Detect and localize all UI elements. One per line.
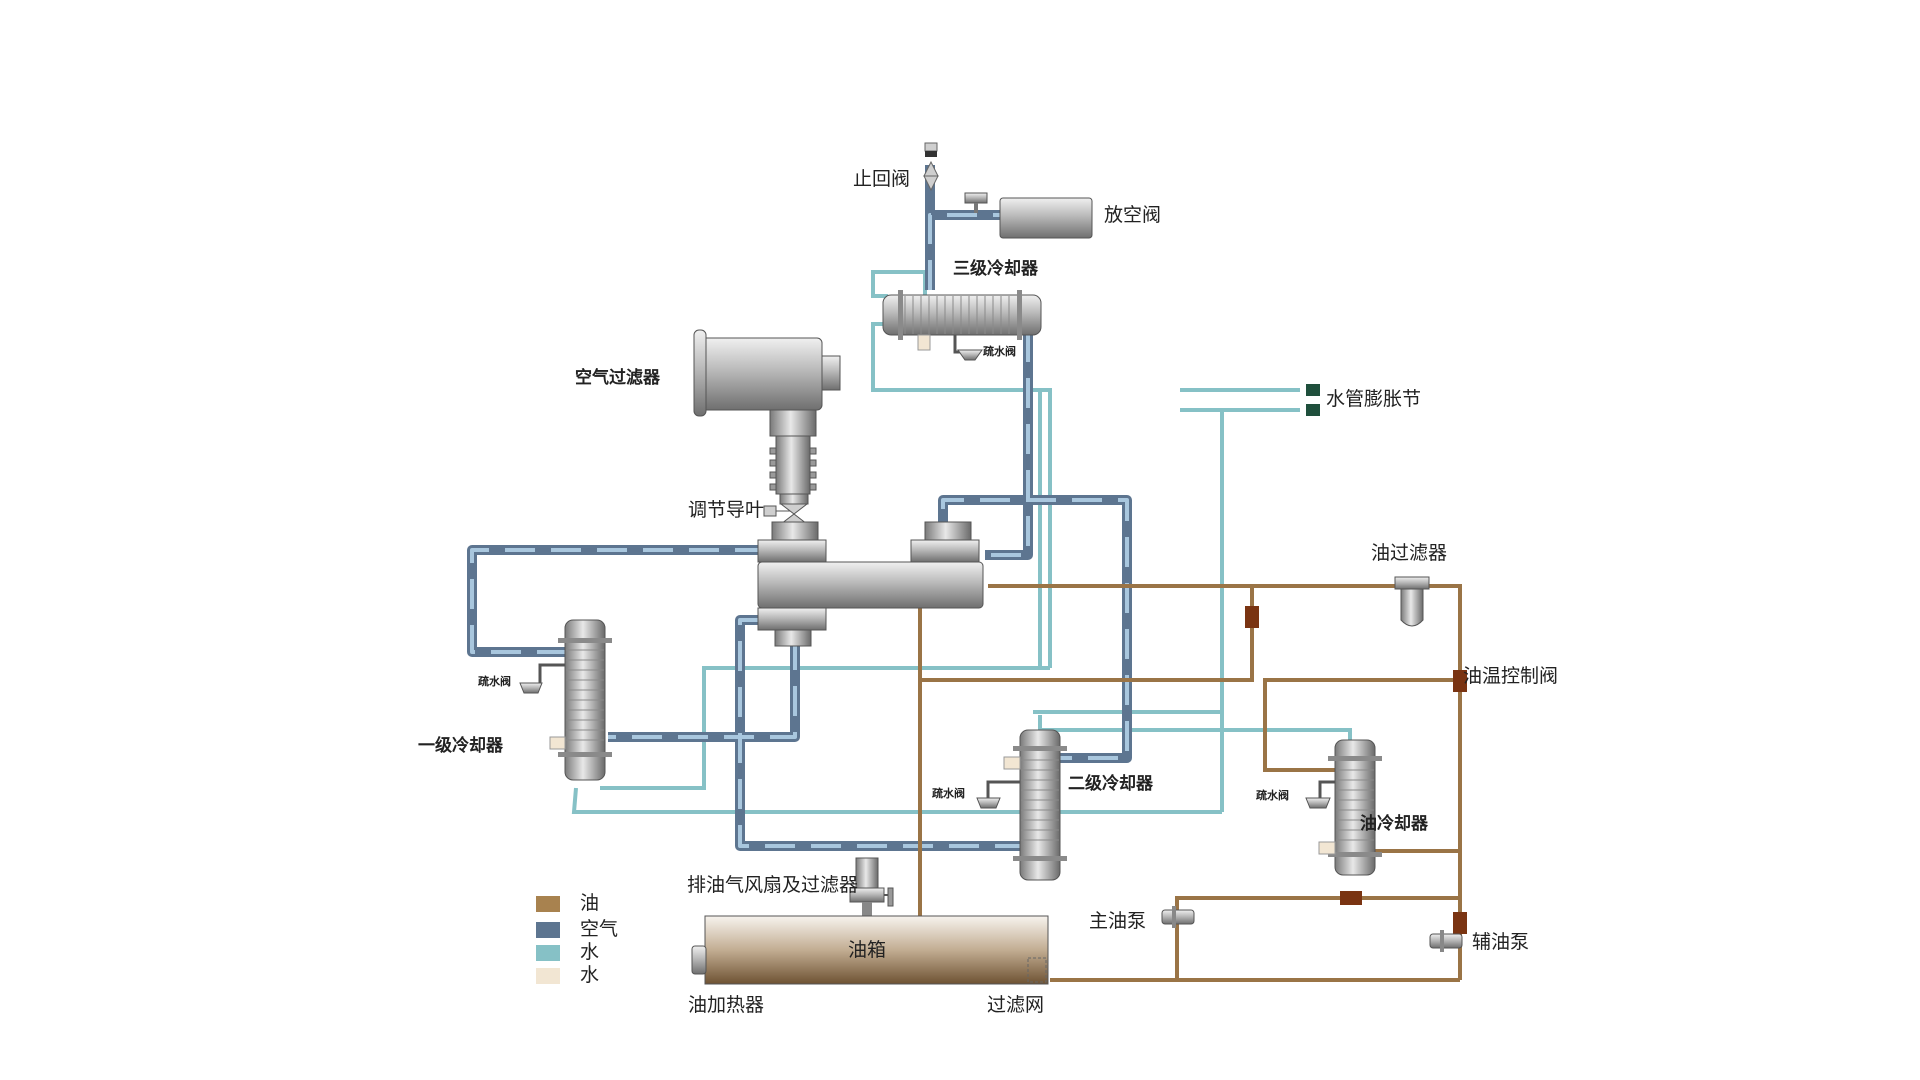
oil-temp-valve-label: 油温控制阀 — [1463, 665, 1559, 687]
air-pipes — [467, 165, 1132, 851]
aux-pump-icon — [1429, 930, 1463, 952]
oil-temp-control-valve[interactable] — [1453, 670, 1467, 692]
legend-swatch — [536, 967, 560, 984]
legend-item-water-2: 水 — [536, 966, 599, 985]
oil-valve-1[interactable] — [1245, 606, 1259, 628]
first-cooler-icon — [519, 619, 612, 781]
oil-filter-icon — [1394, 576, 1430, 627]
oil-tank-label: 油箱 — [848, 939, 887, 961]
aux-pump-label: 辅油泵 — [1472, 931, 1530, 953]
legend-item-water: 水 — [536, 943, 599, 962]
air-filter-label: 空气过滤器 — [575, 368, 660, 388]
first-cooler-drain-label: 疏水阀 — [478, 675, 511, 688]
legend-label: 水 — [580, 964, 600, 986]
exhaust-fan-icon — [849, 857, 894, 916]
compressor-icon — [757, 521, 984, 647]
legend-label: 水 — [580, 941, 600, 963]
oil-valve-3[interactable] — [1453, 912, 1467, 934]
legend-swatch — [536, 944, 560, 961]
main-pump-icon — [1161, 906, 1195, 928]
third-cooler-icon — [882, 290, 1042, 361]
second-cooler-icon — [976, 729, 1067, 881]
first-cooler-label: 一级冷却器 — [418, 736, 503, 756]
oil-cooler-drain-label: 疏水阀 — [1256, 789, 1289, 802]
legend-item-oil: 油 — [536, 894, 599, 913]
main-pump-label: 主油泵 — [1089, 910, 1147, 932]
oil-filter-label: 油过滤器 — [1371, 542, 1448, 564]
oil-tank-icon — [691, 915, 1049, 985]
air-filter-icon — [693, 329, 841, 505]
check-valve-label: 止回阀 — [853, 168, 911, 190]
expansion-joint-1 — [1306, 384, 1320, 396]
exhaust-fan-label: 排油气风扇及过滤器 — [687, 874, 859, 896]
legend-swatch — [536, 921, 560, 938]
third-cooler-label: 三级冷却器 — [953, 259, 1038, 279]
filter-screen-label: 过滤网 — [987, 994, 1045, 1016]
legend-swatch — [536, 895, 560, 912]
second-cooler-label: 二级冷却器 — [1068, 774, 1153, 794]
vent-valve-label: 放空阀 — [1104, 204, 1162, 226]
expansion-joint-2 — [1306, 404, 1320, 416]
oil-cooler-label: 油冷却器 — [1360, 814, 1428, 834]
guide-vane-label: 调节导叶 — [688, 499, 765, 521]
legend-label: 油 — [580, 892, 600, 914]
guide-vane-icon — [763, 503, 809, 525]
water-pipes — [571, 270, 1352, 814]
water-expansion-label: 水管膨胀节 — [1326, 388, 1422, 410]
oil-heater-label: 油加热器 — [688, 994, 765, 1016]
third-cooler-drain-label: 疏水阀 — [983, 345, 1016, 358]
oil-cooler-icon — [1305, 739, 1382, 876]
valves — [1245, 606, 1467, 934]
second-cooler-drain-label: 疏水阀 — [932, 787, 965, 800]
vent-valve-icon — [964, 192, 1093, 239]
legend-label: 空气 — [580, 918, 619, 940]
legend-item-air: 空气 — [536, 920, 618, 939]
oil-valve-2[interactable] — [1340, 891, 1362, 905]
check-valve-icon — [923, 142, 939, 192]
